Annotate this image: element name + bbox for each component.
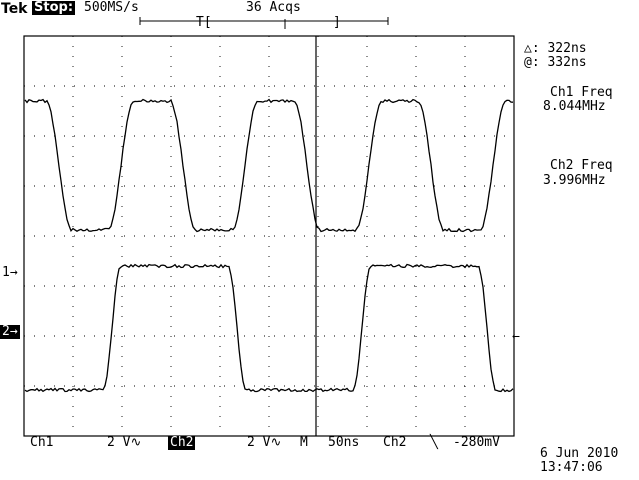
ch2-freq-label: Ch2 Freq <box>550 158 613 173</box>
ch2-label[interactable]: Ch2 <box>168 435 196 450</box>
ch2-waveform <box>24 263 514 393</box>
ch1-freq-label: Ch1 Freq <box>550 85 613 100</box>
timebase-value: 50ns <box>328 435 360 450</box>
sample-rate: 500MS/s <box>84 0 139 15</box>
trigger-bracket-right: ] <box>333 15 341 30</box>
trigger-level-value: -280mV <box>453 435 500 450</box>
delta-measurement: △: 322ns <box>524 41 587 56</box>
acquisition-count: 36 Acqs <box>246 0 301 15</box>
ch1-waveform <box>24 98 514 233</box>
trigger-slope-icon: ╲ <box>430 435 438 450</box>
ch1-scale: 2 V∿ <box>107 435 142 450</box>
ch2-scale: 2 V∿ <box>247 435 282 450</box>
ch1-freq-value: 8.044MHz <box>543 99 606 114</box>
ch1-label[interactable]: Ch1 <box>30 435 54 450</box>
ch2-ground-marker[interactable]: 2→ <box>0 324 20 339</box>
date: 6 Jun 2010 <box>540 446 619 461</box>
timebase-label: M <box>300 435 308 450</box>
run-state-badge[interactable]: Stop: <box>32 0 76 15</box>
trigger-bracket-left: T[ <box>196 15 212 30</box>
brand-label: Tek <box>1 1 28 17</box>
trigger-level-marker[interactable]: ← <box>512 329 520 344</box>
ch2-freq-value: 3.996MHz <box>543 173 606 188</box>
graticule <box>23 17 515 437</box>
time: 13:47:06 <box>540 460 603 475</box>
ch1-ground-marker[interactable]: 1→ <box>2 265 18 280</box>
cursor-position-measurement: @: 332ns <box>524 55 587 70</box>
trigger-source: Ch2 <box>383 435 407 450</box>
